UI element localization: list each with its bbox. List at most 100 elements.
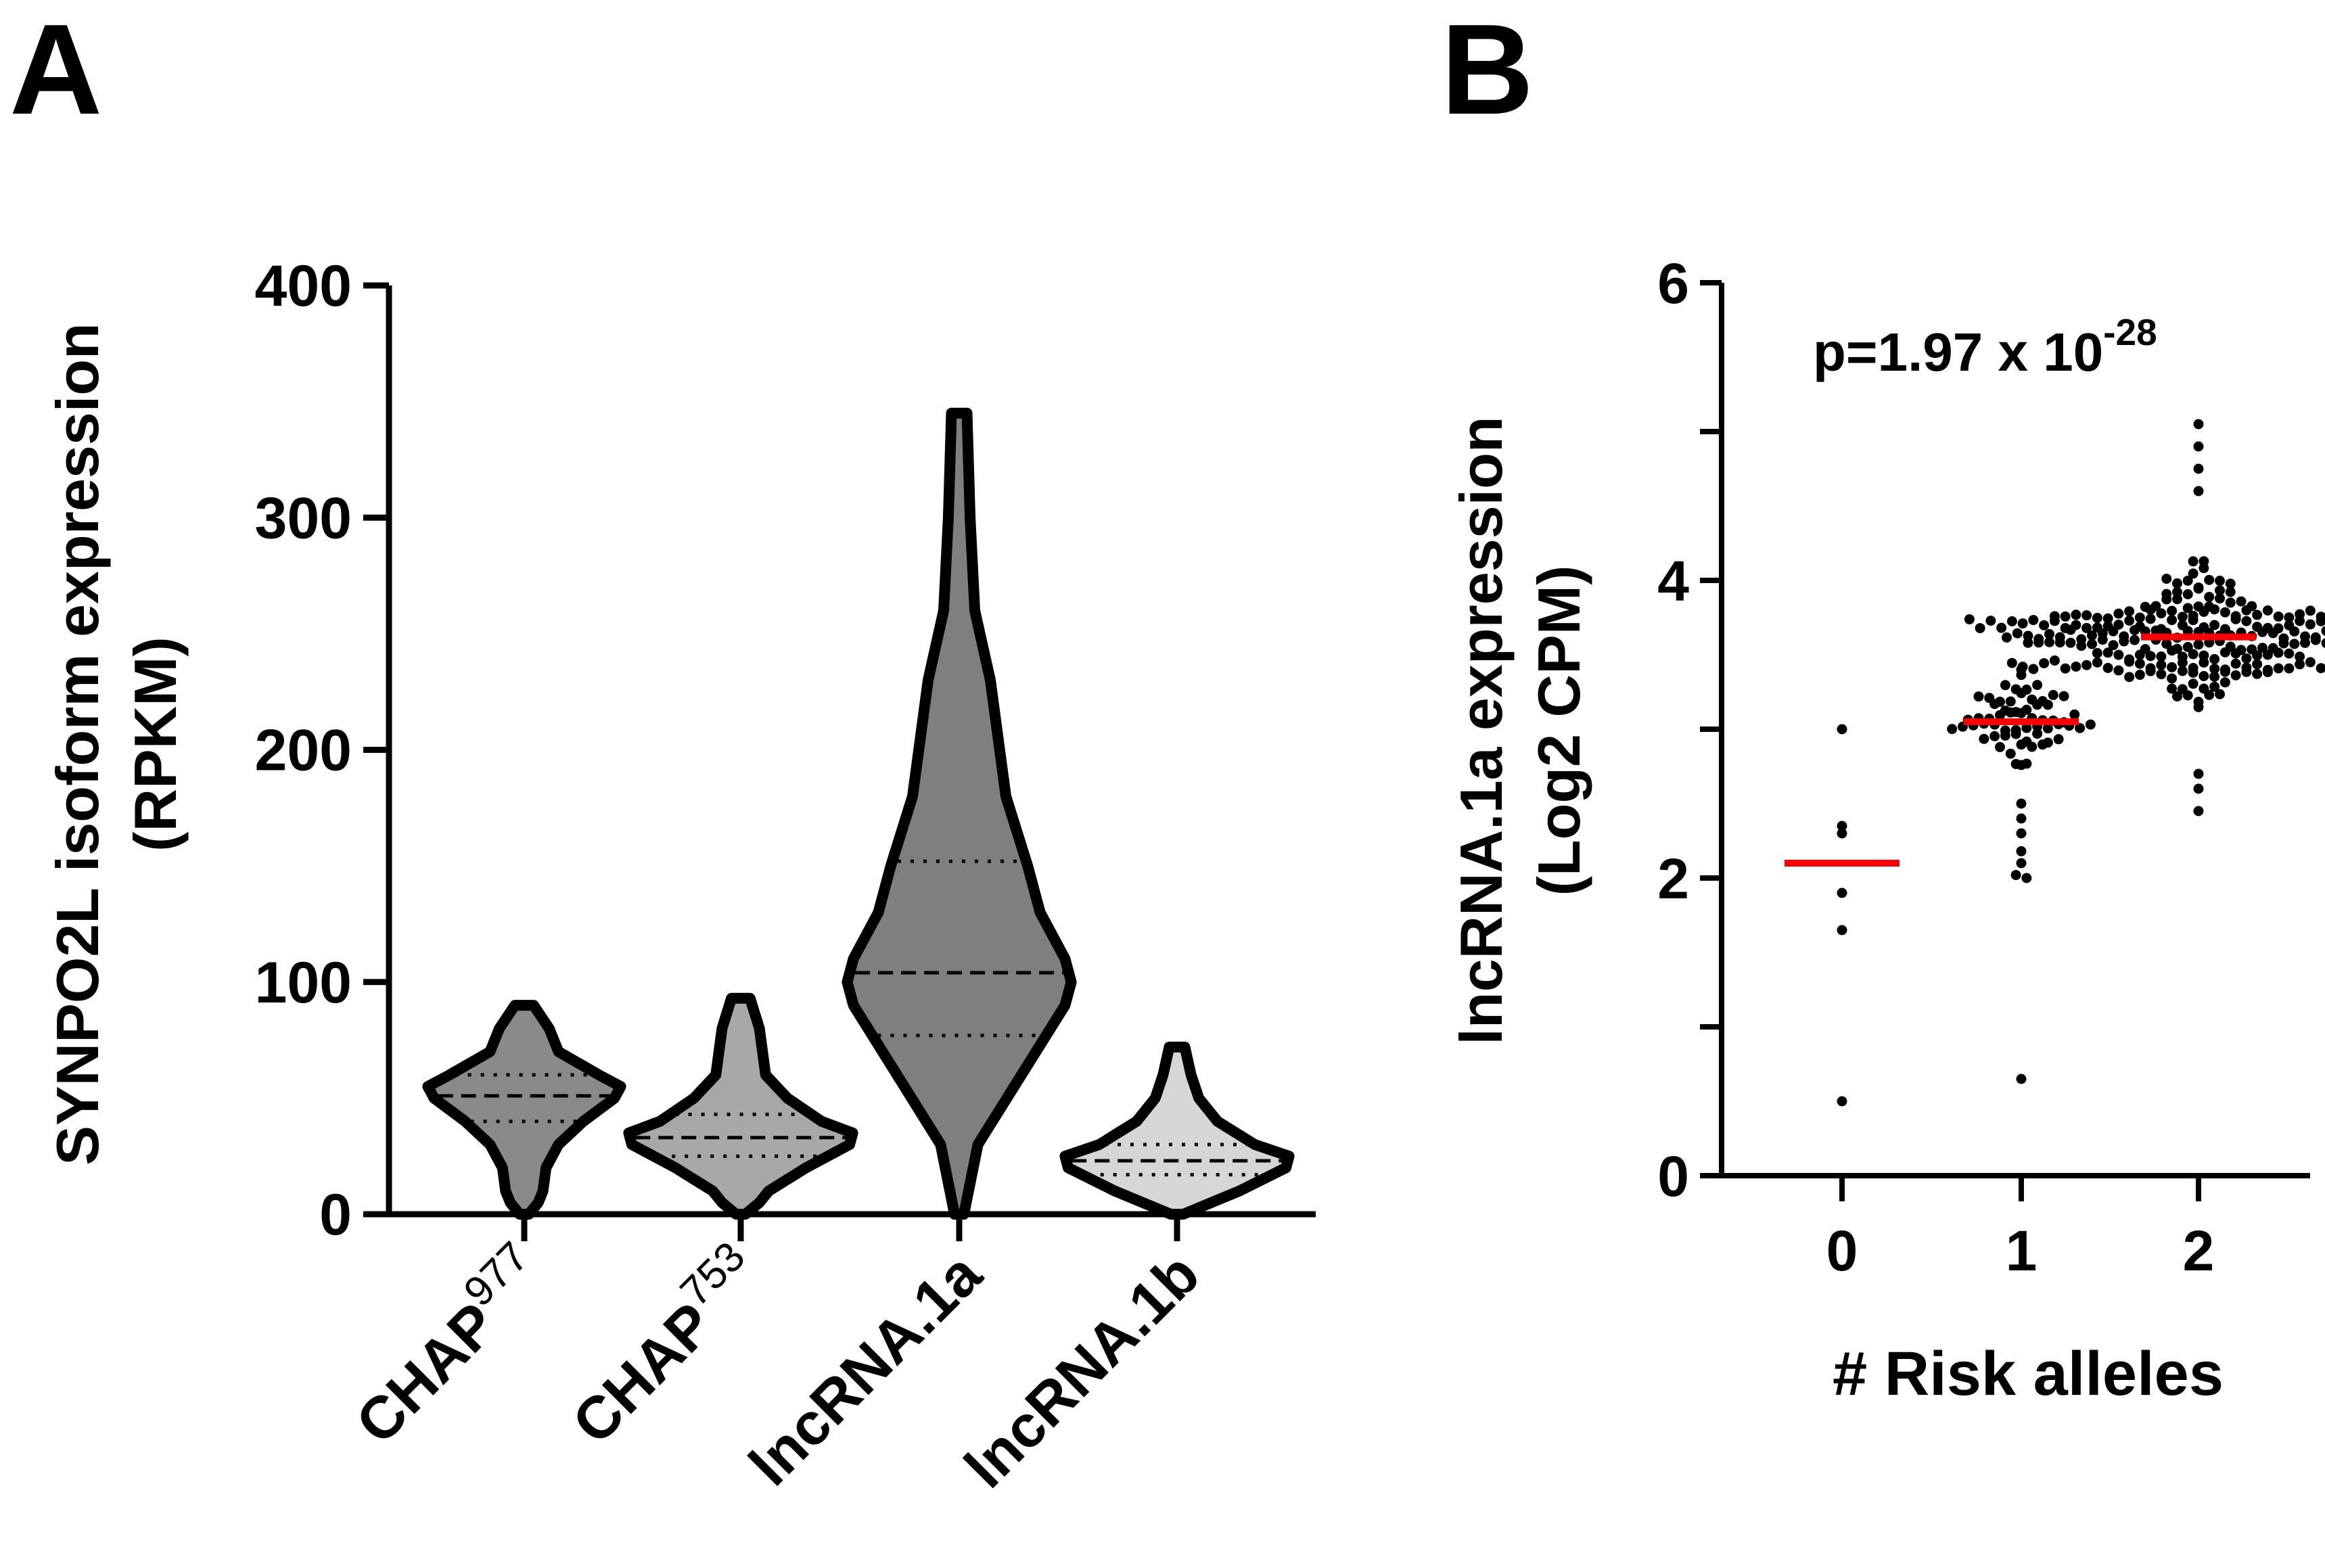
- data-point: [1837, 821, 1847, 831]
- data-point: [2182, 603, 2193, 614]
- data-point: [2273, 647, 2284, 658]
- data-point: [2071, 661, 2081, 672]
- data-point: [1979, 733, 1989, 744]
- panel-a-y-axis-label: SYNPO2L isoform expression (RPKM): [44, 323, 189, 1165]
- data-point: [2257, 643, 2268, 653]
- data-point: [2219, 607, 2230, 618]
- data-point: [2060, 611, 2071, 622]
- data-point: [2071, 609, 2081, 620]
- data-point: [2033, 637, 2044, 648]
- data-point: [2124, 672, 2135, 683]
- data-point: [2032, 699, 2043, 710]
- category-name: lncRNA.1a: [736, 1240, 994, 1498]
- data-point: [2273, 611, 2284, 622]
- data-point: [2092, 647, 2102, 658]
- data-point: [2065, 637, 2076, 648]
- data-point: [2032, 729, 2043, 739]
- data-point: [2209, 664, 2220, 674]
- data-point: [2199, 657, 2209, 668]
- data-point: [2130, 635, 2140, 645]
- data-point: [2023, 637, 2033, 648]
- data-point: [2016, 708, 2027, 718]
- data-point: [2145, 666, 2156, 676]
- data-point: [2016, 1074, 2027, 1084]
- data-point: [1837, 887, 1847, 898]
- data-point: [1964, 614, 1975, 625]
- data-point: [2199, 563, 2209, 574]
- data-point: [2058, 691, 2069, 701]
- data-point: [2087, 639, 2097, 649]
- data-point: [1989, 731, 2000, 741]
- data-point: [2042, 723, 2053, 734]
- data-point: [2241, 616, 2252, 626]
- data-point: [2065, 624, 2076, 635]
- data-point: [2241, 666, 2252, 677]
- data-point: [2225, 586, 2236, 597]
- data-point: [2230, 614, 2241, 624]
- data-point: [2230, 670, 2241, 681]
- category-name: CHAP: [559, 1290, 726, 1456]
- data-point: [2006, 658, 2017, 668]
- data-point: [2010, 729, 2021, 739]
- data-point: [1947, 724, 1958, 735]
- panel-a-y-axis: 0 100 200 300 400: [255, 254, 392, 1247]
- data-point: [1837, 925, 1847, 936]
- data-point: [2209, 671, 2220, 682]
- data-point: [2193, 783, 2204, 794]
- data-point: [2219, 647, 2230, 658]
- data-point: [2039, 658, 2050, 668]
- data-point: [2134, 612, 2145, 623]
- data-point: [2028, 615, 2039, 626]
- data-point: [2044, 637, 2054, 647]
- data-point: [2188, 649, 2199, 660]
- data-point: [2161, 594, 2172, 605]
- data-point: [2219, 666, 2230, 677]
- data-point: [2032, 680, 2043, 691]
- panel-b-y-label-line1: lncRNA.1a expression: [1448, 416, 1515, 1044]
- data-point: [2193, 419, 2204, 430]
- data-point: [2145, 651, 2156, 662]
- panel-label-a: A: [9, 0, 102, 141]
- data-point: [2273, 663, 2284, 674]
- data-point: [2310, 635, 2321, 645]
- data-point: [2167, 605, 2178, 616]
- data-point: [2225, 578, 2236, 589]
- data-point: [2124, 606, 2135, 617]
- data-point: [2016, 813, 2027, 824]
- data-point: [2257, 626, 2268, 637]
- data-point: [2230, 648, 2241, 659]
- data-point: [2193, 768, 2204, 779]
- violin-body: [842, 407, 1077, 1220]
- data-point: [2161, 574, 2172, 584]
- data-point: [2113, 608, 2124, 619]
- data-point: [2102, 613, 2113, 624]
- data-point: [2300, 637, 2310, 648]
- data-point: [2085, 719, 2096, 730]
- data-point: [2134, 649, 2145, 660]
- data-point: [2193, 486, 2204, 497]
- data-point: [2295, 616, 2305, 626]
- panel-b-x-tick-label: 2: [2183, 1219, 2215, 1283]
- data-point: [2069, 709, 2080, 720]
- data-point: [2167, 673, 2178, 684]
- violin-4: [1059, 1041, 1295, 1220]
- data-point: [2182, 575, 2193, 586]
- panel-b-p-value-annotation: p=1.97 x 10-28: [1813, 311, 2157, 382]
- data-point: [2321, 638, 2325, 648]
- data-point: [2193, 639, 2204, 650]
- data-point: [2284, 648, 2295, 659]
- data-point: [2188, 556, 2199, 567]
- data-point: [2295, 651, 2305, 662]
- data-point: [2278, 638, 2289, 649]
- data-point: [2016, 760, 2027, 770]
- data-point: [2060, 663, 2071, 674]
- data-point: [2097, 635, 2108, 645]
- data-point: [2016, 846, 2027, 856]
- data-point: [2182, 641, 2193, 652]
- panel-a-x-tick-label: CHAP977: [336, 1233, 559, 1456]
- panel-b-points: [1837, 419, 2325, 1107]
- data-point: [2039, 620, 2050, 630]
- data-point: [2295, 659, 2305, 670]
- data-point: [2305, 657, 2316, 668]
